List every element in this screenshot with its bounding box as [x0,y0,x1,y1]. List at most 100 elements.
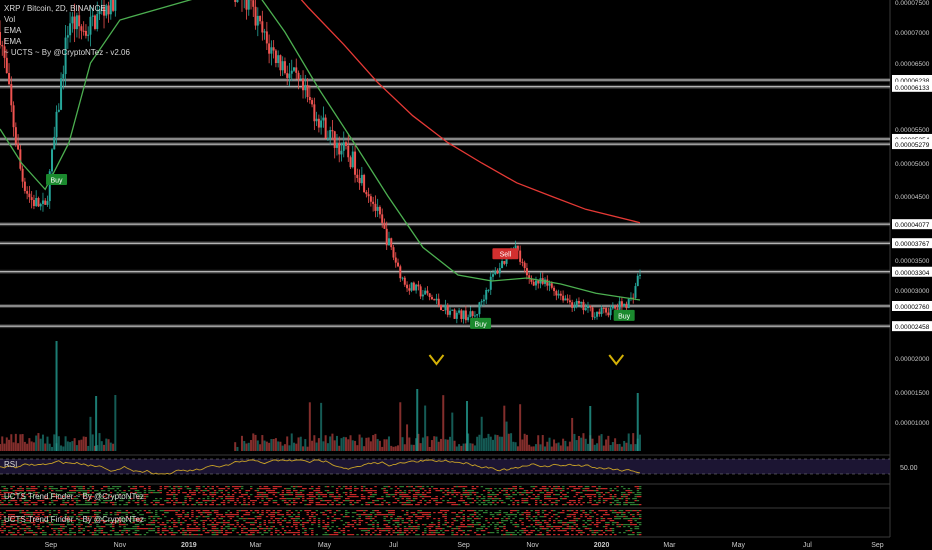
trend-finder-1-cell [562,486,565,488]
trend-finder-2-cell [261,510,264,512]
trend-finder-1-cell [345,488,348,490]
trend-finder-label-1[interactable]: UCTS Trend Finder ~ By @CryptoNTez [4,492,144,501]
trend-finder-2-cell [139,534,142,536]
indicator-ucts[interactable]: ~ UCTS ~ By @CryptoNTez - v2.06 [4,48,130,57]
trend-finder-2-cell [498,510,502,512]
rsi-label[interactable]: RSI [4,460,18,469]
trend-finder-1-cell [534,502,538,504]
trend-finder-1-cell [358,500,361,502]
trend-finder-2-cell [0,516,2,518]
volume-bar [528,444,531,451]
trend-finder-1-cell [383,488,386,490]
trend-finder-2-cell [170,530,174,532]
trend-finder-1-cell [609,494,613,496]
trend-finder-2-cell [514,526,518,528]
candle-body [492,274,495,277]
trend-finder-1-cell [349,502,352,504]
indicator-ema-2[interactable]: EMA [4,37,22,46]
candle-body [485,289,488,300]
trend-finder-2-cell [191,512,194,514]
trend-finder-2-cell [1,524,4,526]
trend-finder-2-cell [247,518,251,520]
trend-finder-2-cell [281,528,285,530]
trend-finder-1-cell [28,488,31,490]
trend-finder-1-cell [421,496,425,498]
trend-finder-2-cell [238,526,242,528]
candle-body [548,283,551,286]
trend-finder-2-cell [173,520,176,522]
trend-finder-1-cell [198,492,201,494]
trend-finder-1-cell [177,502,181,504]
trend-finder-2-cell [410,528,413,530]
price-axis-label: 0.00005500 [895,127,930,134]
trend-finder-1-cell [349,486,352,488]
candle-body [32,200,35,207]
trend-finder-2-cell [8,516,11,518]
trend-finder-1-cell [21,488,25,490]
trend-finder-1-cell [498,498,502,500]
trend-finder-2-cell [19,512,22,514]
trend-finder-1-cell [571,486,574,488]
trend-finder-1-cell [627,490,631,492]
trend-finder-2-cell [510,522,513,524]
trend-finder-2-cell [507,518,511,520]
trend-finder-2-cell [521,524,524,526]
trend-finder-1-cell [415,498,418,500]
trend-finder-2-cell [534,522,538,524]
trend-finder-2-cell [444,530,447,532]
trend-finder-2-cell [390,514,393,516]
trend-finder-2-cell [304,510,307,512]
price-axis-label: 0.00005279 [895,142,930,149]
candle-body [607,312,610,316]
trend-finder-2-cell [216,528,219,530]
trend-finder-2-cell [191,514,194,516]
trend-finder-2-cell [525,510,529,512]
candle-body [501,261,504,269]
trend-finder-2-cell [188,518,192,520]
trend-finder-2-cell [220,528,224,530]
trend-finder-1-cell [173,504,176,506]
trend-finder-1-cell [231,494,235,496]
trend-finder-2-cell [609,528,613,530]
trend-finder-2-cell [525,530,529,532]
candle-body [394,257,397,263]
candle-body [331,130,334,132]
trend-finder-1-cell [53,488,56,490]
trend-finder-2-cell [195,528,199,530]
candle-body [374,203,377,211]
indicator-vol[interactable]: Vol [4,15,16,24]
trend-finder-1-cell [75,486,79,488]
trend-finder-2-cell [186,524,190,526]
trend-finder-2-cell [541,520,545,522]
trend-finder-2-cell [308,518,312,520]
trend-finder-2-cell [195,522,199,524]
trend-finder-1-cell [489,488,493,490]
volume-bar [505,421,508,451]
trend-finder-2-cell [442,514,445,516]
trend-finder-2-cell [222,516,226,518]
indicator-ema-1[interactable]: EMA [4,26,22,35]
trend-finder-1-cell [179,486,183,488]
trend-finder-1-cell [265,498,269,500]
trend-finder-1-cell [247,502,251,504]
trend-finder-1-cell [553,502,556,504]
time-axis-label: Jul [803,542,812,549]
trend-finder-2-cell [505,518,508,520]
trend-finder-1-cell [283,488,287,490]
trend-finder-2-cell [433,534,436,536]
trend-finder-2-cell [482,526,486,528]
trend-finder-2-cell [467,520,470,522]
trend-finder-1-cell [272,492,276,494]
trend-finder-2-cell [430,532,434,534]
trend-finder-label-2[interactable]: UCTS Trend Finder ~ By @CryptoNTez [4,515,144,524]
trend-finder-1-cell [519,488,522,490]
trend-finder-2-cell [304,522,307,524]
trend-finder-2-cell [116,514,119,516]
trend-finder-2-cell [311,532,314,534]
candle-body [616,308,619,310]
trend-finder-2-cell [523,512,527,514]
trend-finder-1-cell [57,494,61,496]
trend-finder-1-cell [109,496,113,498]
trend-finder-1-cell [580,504,583,506]
